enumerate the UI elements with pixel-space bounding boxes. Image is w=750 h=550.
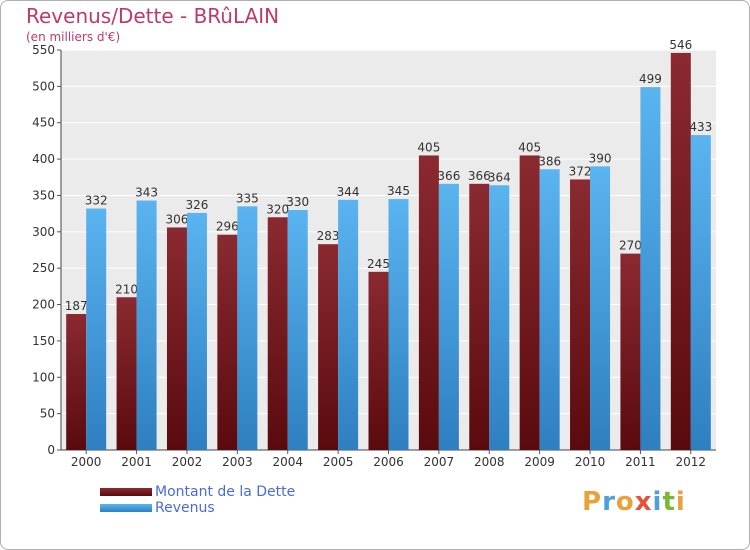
bar-revenue (438, 183, 459, 450)
data-label-debt: 210 (115, 282, 138, 296)
data-label-revenue: 344 (337, 185, 360, 199)
data-label-revenue: 390 (589, 151, 612, 165)
y-tick-label: 550 (32, 43, 55, 57)
bar-debt (217, 234, 238, 450)
chart-subtitle: (en milliers d'€) (26, 30, 121, 44)
bar-debt (66, 314, 87, 450)
data-label-revenue: 332 (85, 194, 108, 208)
x-tick-label: 2010 (575, 455, 606, 469)
data-label-debt: 372 (569, 164, 592, 178)
y-tick-label: 150 (32, 334, 55, 348)
bar-debt (368, 271, 389, 450)
y-tick-label: 500 (32, 79, 55, 93)
data-label-revenue: 330 (286, 195, 309, 209)
y-tick-label: 50 (40, 407, 55, 421)
x-tick-label: 2009 (524, 455, 555, 469)
legend-label-revenue: Revenus (155, 500, 215, 516)
data-label-debt: 405 (518, 140, 541, 154)
bar-revenue (489, 185, 510, 451)
bar-revenue (690, 135, 711, 450)
bar-revenue (136, 200, 157, 450)
data-label-debt: 296 (216, 220, 239, 234)
bar-revenue (338, 199, 359, 450)
x-tick-label: 2012 (676, 455, 707, 469)
logo-letter: P (582, 487, 603, 517)
x-tick-label: 2008 (474, 455, 505, 469)
bar-debt (418, 155, 439, 451)
bar-revenue (237, 206, 258, 450)
bar-debt (469, 183, 490, 450)
bar-revenue (539, 169, 560, 451)
legend-label-debt: Montant de la Dette (155, 484, 296, 500)
chart-title: Revenus/Dette - BRûLAIN (26, 4, 280, 28)
bar-revenue (186, 212, 207, 450)
bar-debt (519, 155, 540, 451)
x-tick-label: 2003 (222, 455, 253, 469)
proxiti-logo: Proxiti (582, 487, 686, 517)
legend-swatch-revenue (100, 504, 152, 512)
data-label-revenue: 364 (488, 170, 511, 184)
legend-swatch-debt (100, 488, 152, 496)
data-label-revenue: 326 (186, 198, 209, 212)
y-tick-label: 300 (32, 225, 55, 239)
x-tick-label: 2011 (625, 455, 656, 469)
bar-debt (318, 244, 339, 450)
bar-revenue (287, 210, 308, 450)
data-label-debt: 283 (317, 229, 340, 243)
logo-letter: t (662, 487, 676, 517)
y-tick-label: 100 (32, 370, 55, 384)
data-label-debt: 320 (266, 202, 289, 216)
bar-revenue (640, 87, 661, 450)
logo-letter: i (675, 487, 686, 517)
bar-debt (166, 227, 187, 450)
x-tick-label: 2000 (71, 455, 102, 469)
bar-debt (620, 253, 641, 450)
y-tick-label: 450 (32, 116, 55, 130)
data-label-debt: 366 (468, 169, 491, 183)
data-label-revenue: 386 (538, 154, 561, 168)
data-label-debt: 306 (166, 212, 189, 226)
y-tick-label: 250 (32, 261, 55, 275)
bar-revenue (388, 199, 409, 450)
y-tick-label: 400 (32, 152, 55, 166)
y-tick-label: 0 (47, 443, 55, 457)
x-tick-label: 2002 (172, 455, 203, 469)
bar-debt (116, 297, 137, 450)
data-label-revenue: 343 (135, 186, 158, 200)
data-label-revenue: 335 (236, 191, 259, 205)
x-tick-label: 2001 (121, 455, 152, 469)
data-label-revenue: 499 (639, 72, 662, 86)
logo-letter: r (602, 487, 616, 517)
data-label-revenue: 345 (387, 184, 410, 198)
x-tick-label: 2007 (424, 455, 455, 469)
logo-letter: o (615, 487, 635, 517)
bar-revenue (86, 208, 107, 450)
data-label-revenue: 433 (689, 120, 712, 134)
data-label-debt: 405 (417, 140, 440, 154)
logo-letter: x (634, 487, 653, 517)
data-label-debt: 270 (619, 239, 642, 253)
data-label-revenue: 366 (437, 169, 460, 183)
logo-letter: i (652, 487, 663, 517)
x-tick-label: 2005 (323, 455, 354, 469)
bar-debt (267, 217, 288, 450)
y-tick-label: 200 (32, 298, 55, 312)
bar-revenue (590, 166, 611, 450)
bar-debt (670, 52, 691, 451)
x-tick-label: 2004 (272, 455, 303, 469)
data-label-debt: 546 (669, 38, 692, 52)
x-tick-label: 2006 (373, 455, 404, 469)
data-label-debt: 187 (65, 299, 88, 313)
y-tick-label: 350 (32, 188, 55, 202)
bar-debt (570, 179, 591, 451)
data-label-debt: 245 (367, 257, 390, 271)
